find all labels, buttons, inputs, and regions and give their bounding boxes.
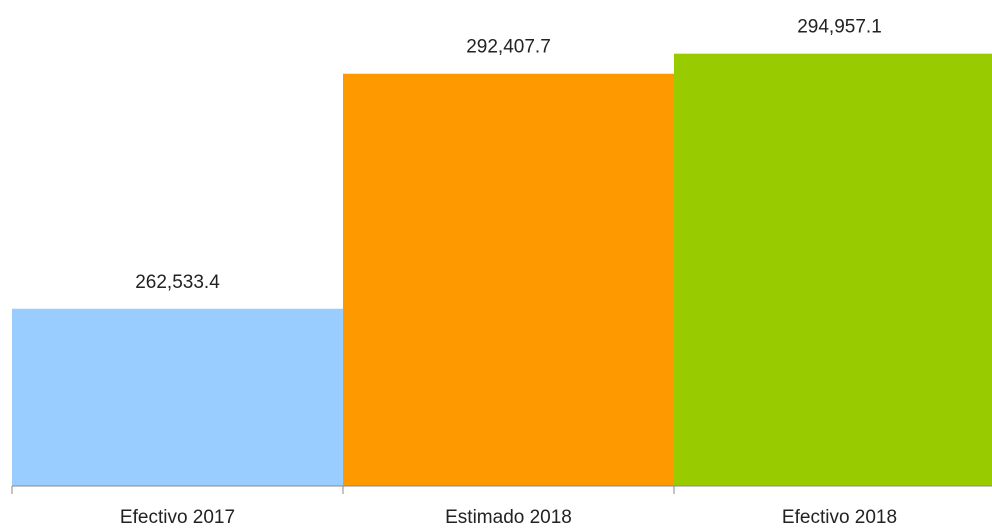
value-label: 292,407.7 [466, 37, 551, 58]
x-tick-label: Efectivo 2017 [120, 507, 235, 528]
bar [12, 308, 343, 486]
bar [674, 53, 992, 487]
bar [343, 73, 674, 486]
x-tick-label: Efectivo 2018 [782, 507, 897, 528]
value-label: 262,533.4 [135, 272, 220, 293]
value-label: 294,957.1 [797, 17, 882, 38]
x-tick-label: Estimado 2018 [445, 507, 572, 528]
